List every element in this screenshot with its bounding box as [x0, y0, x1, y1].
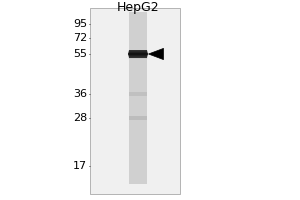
Text: 17: 17 — [73, 161, 87, 171]
Text: 95: 95 — [73, 19, 87, 29]
Polygon shape — [148, 48, 164, 60]
Bar — [129, 50, 147, 58]
Text: 72: 72 — [73, 33, 87, 43]
Text: 36: 36 — [73, 89, 87, 99]
Bar — [129, 12, 147, 184]
Bar — [90, 8, 180, 194]
Text: 28: 28 — [73, 113, 87, 123]
Text: 55: 55 — [73, 49, 87, 59]
Text: HepG2: HepG2 — [117, 1, 159, 15]
Bar — [129, 116, 147, 120]
Bar — [129, 92, 147, 96]
